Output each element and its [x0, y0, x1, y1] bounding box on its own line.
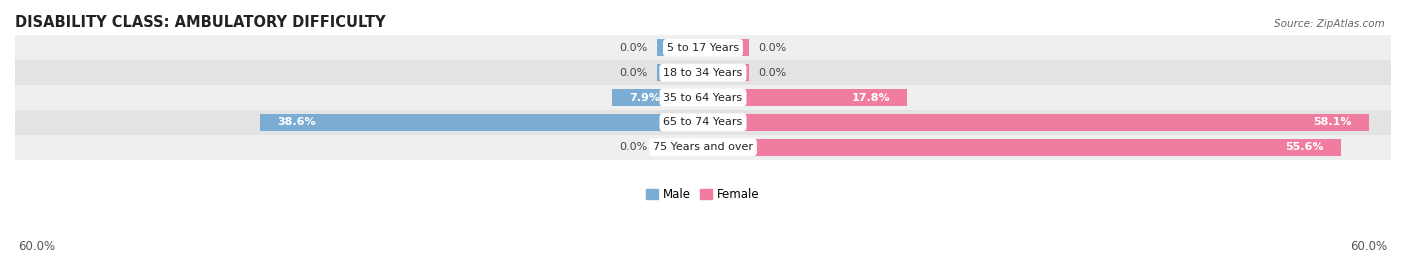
Text: 60.0%: 60.0% [18, 240, 55, 253]
Text: 17.8%: 17.8% [851, 93, 890, 102]
Bar [15, 35, 1391, 60]
Text: 0.0%: 0.0% [620, 43, 648, 53]
Text: 65 to 74 Years: 65 to 74 Years [664, 117, 742, 127]
Text: 0.0%: 0.0% [620, 142, 648, 152]
Text: 35 to 64 Years: 35 to 64 Years [664, 93, 742, 102]
Bar [657, 139, 703, 156]
Bar [703, 89, 907, 106]
Text: 55.6%: 55.6% [1285, 142, 1323, 152]
Bar [657, 39, 703, 56]
Text: 18 to 34 Years: 18 to 34 Years [664, 68, 742, 78]
Text: 38.6%: 38.6% [277, 117, 316, 127]
Legend: Male, Female: Male, Female [647, 188, 759, 201]
Text: 0.0%: 0.0% [620, 68, 648, 78]
Bar [657, 64, 703, 81]
Text: 7.9%: 7.9% [630, 93, 661, 102]
Bar [703, 64, 749, 81]
Text: 75 Years and over: 75 Years and over [652, 142, 754, 152]
Text: 60.0%: 60.0% [1351, 240, 1388, 253]
Bar [703, 139, 1340, 156]
Text: 5 to 17 Years: 5 to 17 Years [666, 43, 740, 53]
Bar [15, 60, 1391, 85]
Bar [260, 114, 703, 131]
Text: 58.1%: 58.1% [1313, 117, 1353, 127]
Text: DISABILITY CLASS: AMBULATORY DIFFICULTY: DISABILITY CLASS: AMBULATORY DIFFICULTY [15, 15, 385, 30]
Text: 0.0%: 0.0% [758, 68, 786, 78]
Bar [15, 85, 1391, 110]
Bar [15, 135, 1391, 160]
Text: Source: ZipAtlas.com: Source: ZipAtlas.com [1274, 19, 1385, 29]
Bar [15, 110, 1391, 135]
Bar [703, 114, 1369, 131]
Text: 0.0%: 0.0% [758, 43, 786, 53]
Bar [613, 89, 703, 106]
Bar [703, 39, 749, 56]
